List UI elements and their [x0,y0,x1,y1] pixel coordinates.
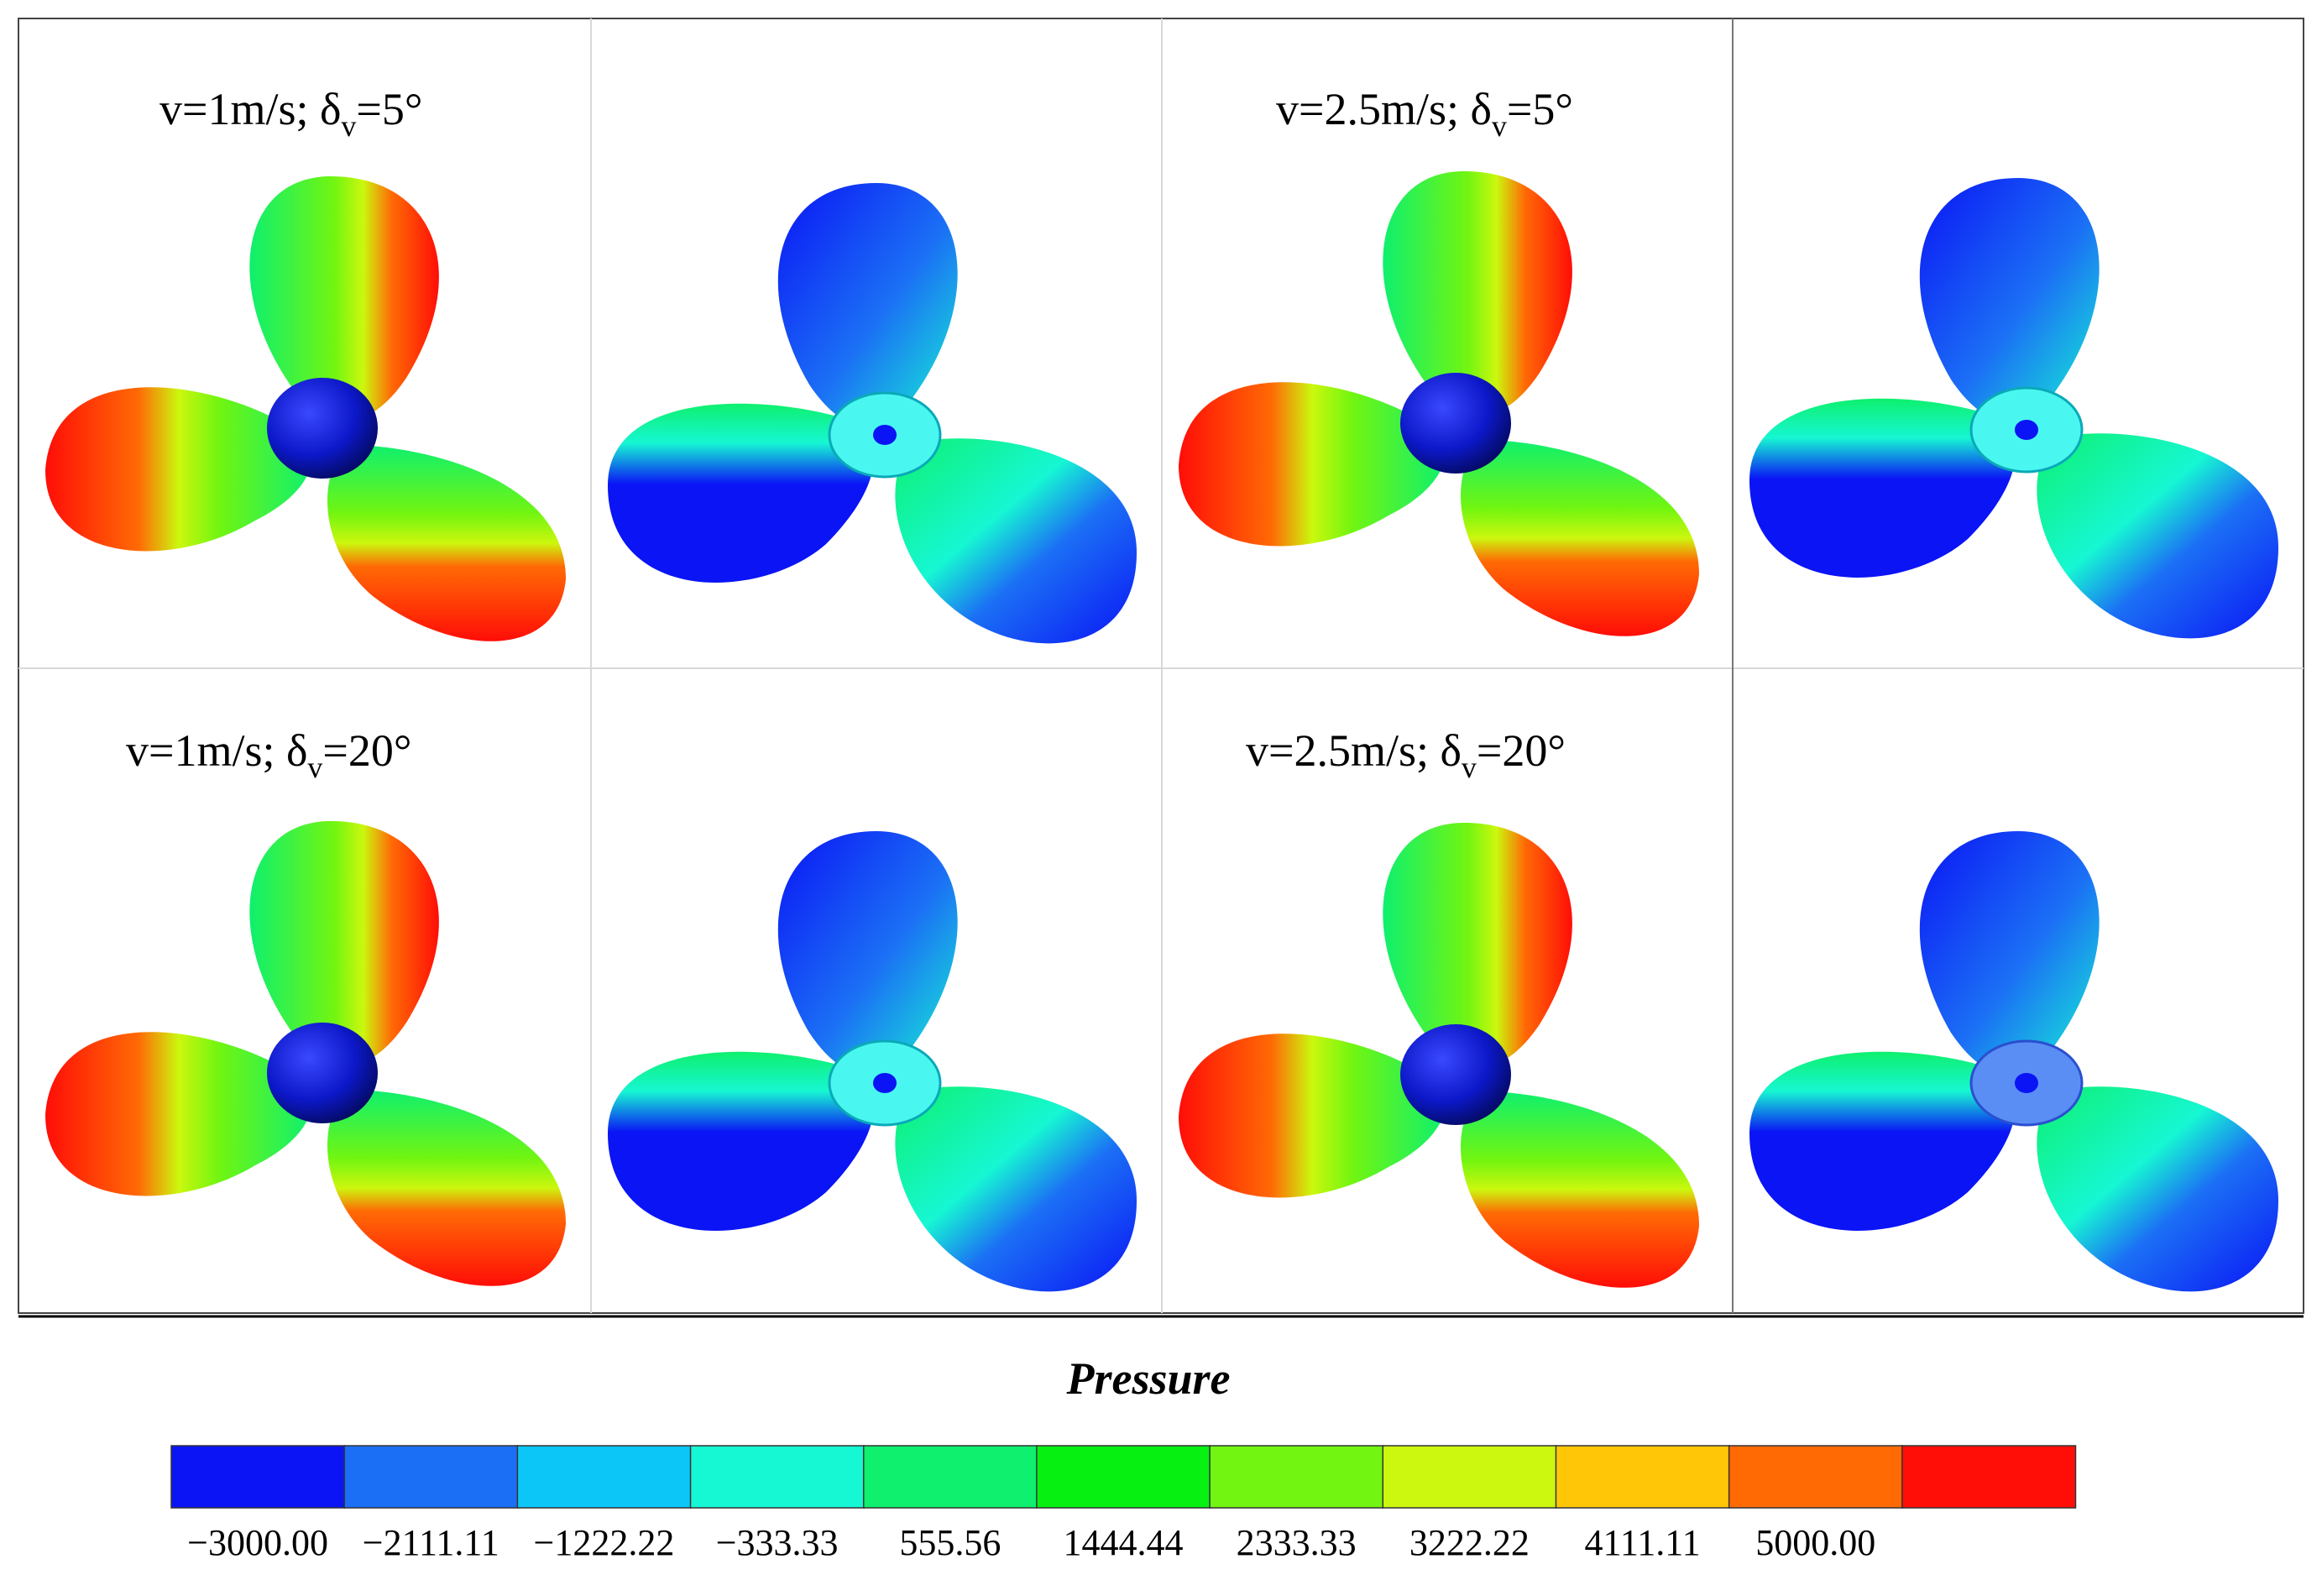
panel-label-1: v=1m/s; δv=5° [160,84,422,143]
propeller-blade [45,387,312,552]
propeller-pressure-side-1 [45,176,566,641]
propeller-pressure-side-7 [1179,823,1699,1288]
legend-tick-label: 1444.44 [1064,1522,1184,1563]
legend-tick-labels: −3000.00 −2111.11 −1222.22 −333.33 555.56 144… [187,1522,1875,1563]
propeller-hub [267,1023,378,1123]
legend-tick-label: 3222.22 [1409,1522,1530,1563]
svg-text:v=2.5m/s; δv=5°: v=2.5m/s; δv=5° [1276,84,1573,143]
propeller-blade [1383,823,1572,1069]
legend-swatch [516,1445,692,1509]
legend-tick-label: 4111.11 [1584,1522,1700,1563]
legend-swatch [1901,1445,2077,1509]
propeller-blade [1179,1033,1446,1198]
propeller-suction-side-2 [608,183,1137,644]
legend-tick-label: 2333.33 [1237,1522,1357,1563]
legend-swatch [862,1445,1038,1509]
legend-tick-label: 555.56 [899,1522,1001,1563]
propeller-blade [249,821,439,1067]
propeller-pressure-side-3 [1179,171,1699,636]
propeller-blade [2037,433,2278,639]
legend-swatch [1209,1445,1384,1509]
propeller-blade [249,176,439,422]
propeller-blade [777,831,958,1077]
propeller-blade [327,445,566,641]
propeller-hub-bore [2015,1073,2038,1093]
propeller-blade [1461,1091,1699,1288]
propeller-blade [1749,1051,2016,1231]
propeller-suction-side-4 [1749,178,2278,639]
legend-tick-label: −333.33 [716,1522,839,1563]
legend-swatch [1382,1445,1557,1509]
legend-title: Pressure [1065,1353,1230,1404]
propeller-blade [895,438,1137,644]
propeller-blade [327,1090,566,1286]
propeller-blade [2037,1086,2278,1292]
propeller-blade [1383,171,1572,417]
legend-colorbar [170,1445,2077,1509]
svg-text:v=1m/s; δv=5°: v=1m/s; δv=5° [160,84,422,143]
propeller-blade [608,1051,875,1231]
legend-tick-label: −2111.11 [363,1522,499,1563]
propeller-blade [45,1032,312,1196]
propeller-blade [1919,831,2100,1077]
propeller-blade [895,1086,1137,1292]
svg-text:v=2.5m/s; δv=20°: v=2.5m/s; δv=20° [1246,725,1566,784]
panel-label-7: v=2.5m/s; δv=20° [1246,725,1566,784]
propeller-blade [1919,178,2100,424]
propeller-pressure-side-5 [45,821,566,1286]
propeller-hub [1400,373,1511,474]
legend-tick-label: 5000.00 [1755,1522,1875,1563]
propeller-blade [777,183,958,429]
legend-swatch [170,1445,346,1509]
propeller-hub-bore [2015,420,2038,440]
legend-tick-label: −1222.22 [534,1522,675,1563]
propeller-hub-bore [873,1073,897,1093]
panel-label-3: v=2.5m/s; δv=5° [1276,84,1573,143]
legend-swatch [1555,1445,1730,1509]
propeller-blade [608,403,875,583]
propeller-suction-side-8 [1749,831,2278,1292]
propeller-blade [1749,398,2016,578]
pressure-legend: Pressure −3000.00 −2111.11 −1222.22 −333.33… [170,1353,2077,1563]
propeller-hub-bore [873,425,897,445]
propeller-blade [1461,440,1699,636]
legend-swatch [689,1445,865,1509]
panel-label-5: v=1m/s; δv=20° [126,725,411,784]
legend-swatch [343,1445,519,1509]
legend-swatch [1036,1445,1211,1509]
svg-text:v=1m/s; δv=20°: v=1m/s; δv=20° [126,725,411,784]
propeller-hub [1400,1024,1511,1125]
propeller-suction-side-6 [608,831,1137,1292]
legend-tick-label: −3000.00 [187,1522,328,1563]
legend-swatch [1728,1445,1904,1509]
propeller-blade [1179,382,1446,547]
propeller-hub [267,378,378,479]
